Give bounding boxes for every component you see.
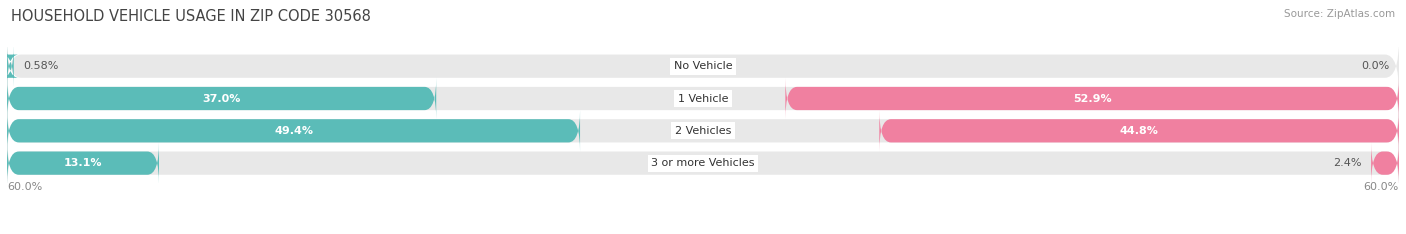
Text: 44.8%: 44.8% <box>1119 126 1159 136</box>
Text: 37.0%: 37.0% <box>202 94 240 103</box>
FancyBboxPatch shape <box>879 110 1399 151</box>
FancyBboxPatch shape <box>7 143 159 184</box>
FancyBboxPatch shape <box>1371 143 1399 184</box>
FancyBboxPatch shape <box>3 45 18 87</box>
FancyBboxPatch shape <box>786 78 1399 119</box>
FancyBboxPatch shape <box>7 39 1399 93</box>
FancyBboxPatch shape <box>7 104 1399 158</box>
FancyBboxPatch shape <box>7 71 1399 126</box>
Text: 60.0%: 60.0% <box>1364 182 1399 192</box>
Text: 52.9%: 52.9% <box>1073 94 1112 103</box>
Text: 2 Vehicles: 2 Vehicles <box>675 126 731 136</box>
FancyBboxPatch shape <box>7 136 1399 190</box>
FancyBboxPatch shape <box>7 110 581 151</box>
FancyBboxPatch shape <box>7 78 436 119</box>
Text: HOUSEHOLD VEHICLE USAGE IN ZIP CODE 30568: HOUSEHOLD VEHICLE USAGE IN ZIP CODE 3056… <box>11 9 371 24</box>
Text: 0.58%: 0.58% <box>22 61 59 71</box>
Text: 0.0%: 0.0% <box>1361 61 1389 71</box>
Text: 3 or more Vehicles: 3 or more Vehicles <box>651 158 755 168</box>
Text: Source: ZipAtlas.com: Source: ZipAtlas.com <box>1284 9 1395 19</box>
Text: 2.4%: 2.4% <box>1333 158 1362 168</box>
Text: No Vehicle: No Vehicle <box>673 61 733 71</box>
Text: 1 Vehicle: 1 Vehicle <box>678 94 728 103</box>
Text: 13.1%: 13.1% <box>63 158 103 168</box>
Text: 60.0%: 60.0% <box>7 182 42 192</box>
Text: 49.4%: 49.4% <box>274 126 314 136</box>
